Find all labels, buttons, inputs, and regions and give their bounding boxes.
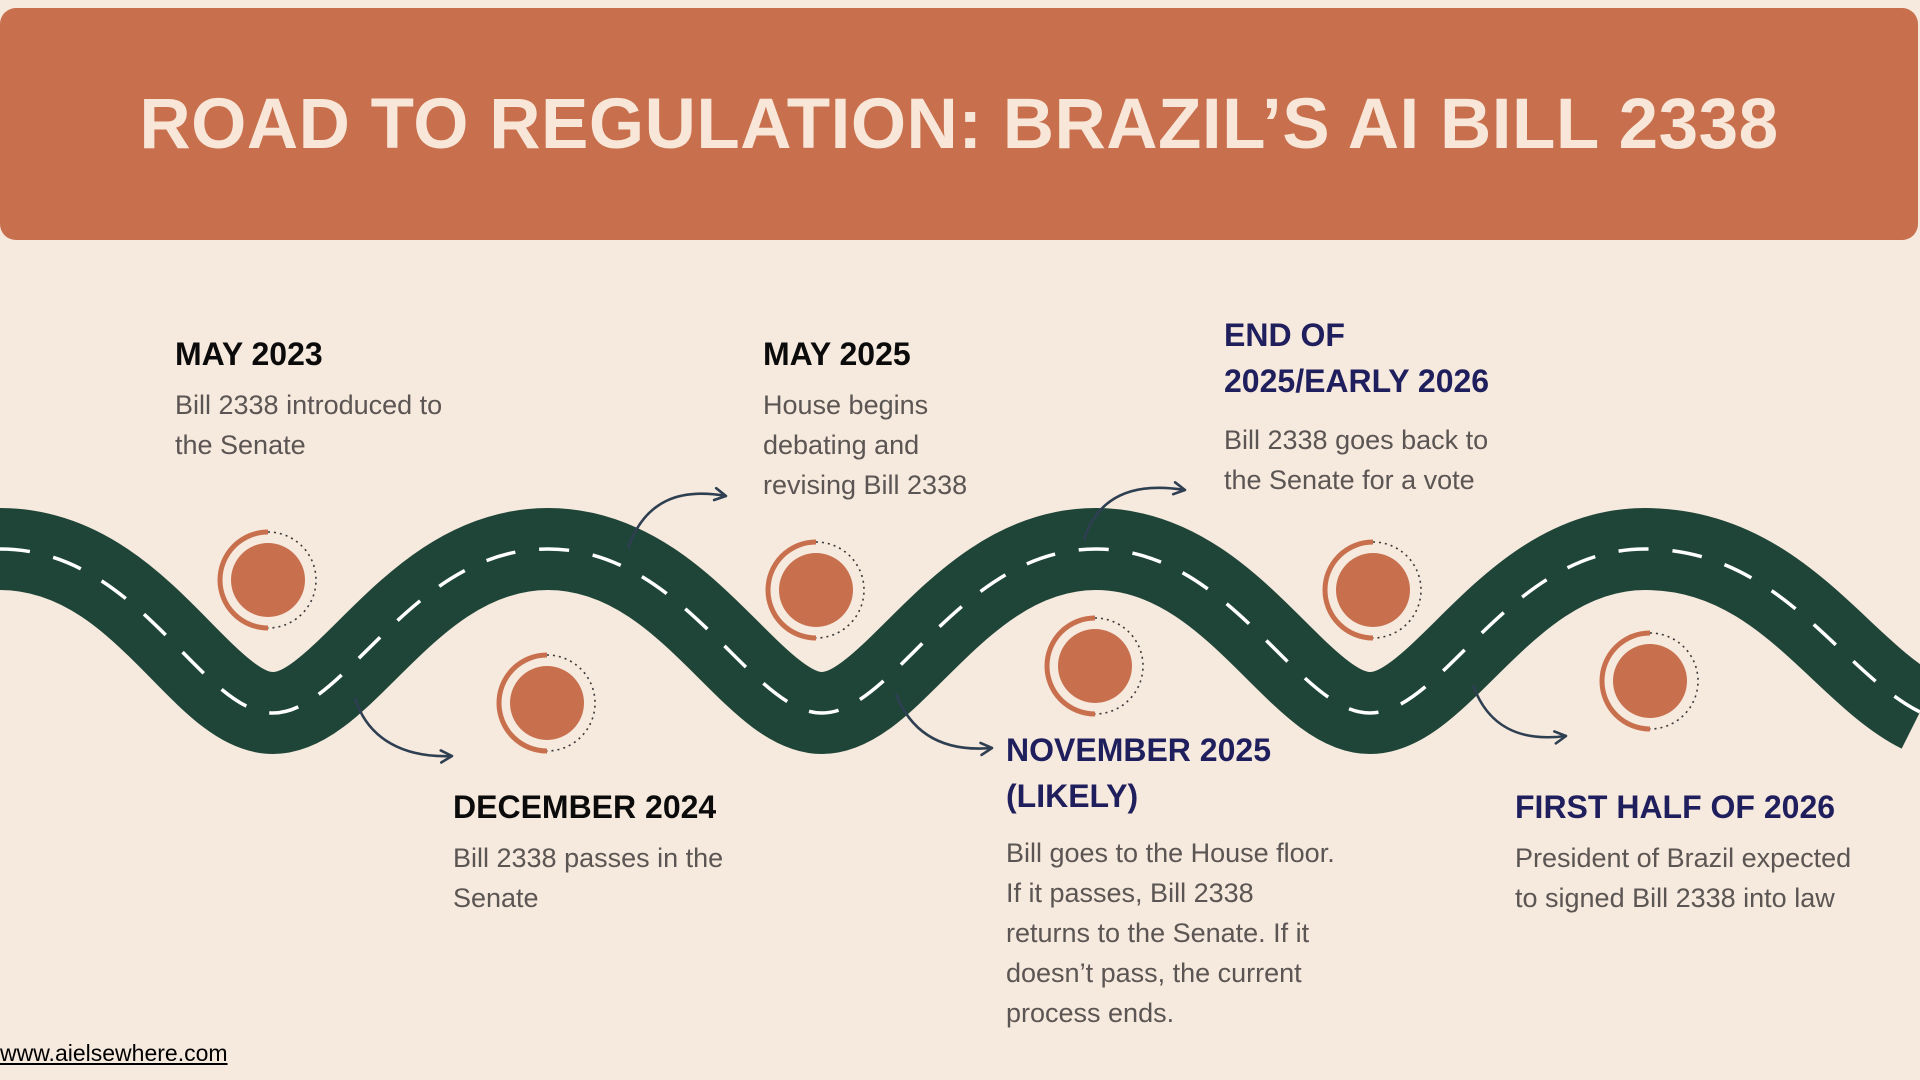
event-first-half-2026: FIRST HALF OF 2026 President of Brazil e… <box>1515 784 1875 918</box>
event-end-2025-early-2026: END OF 2025/EARLY 2026 Bill 2338 goes ba… <box>1224 312 1544 500</box>
connector-arrow-5 <box>1471 684 1568 745</box>
connector-arrow-4 <box>1082 481 1187 541</box>
event-description: House begins debating and revising Bill … <box>763 390 968 500</box>
event-date: END OF 2025/EARLY 2026 <box>1224 317 1490 399</box>
event-date: NOVEMBER 2025 (LIKELY) <box>1006 732 1271 814</box>
event-date: MAY 2025 <box>763 336 911 372</box>
page-title: ROAD TO REGULATION: BRAZIL’S AI BILL 233… <box>139 84 1779 164</box>
title-banner: ROAD TO REGULATION: BRAZIL’S AI BILL 233… <box>0 8 1918 240</box>
connector-arrow-3 <box>894 693 994 757</box>
connector-arrow-2 <box>626 486 728 549</box>
event-december-2024: DECEMBER 2024 Bill 2338 passes in the Se… <box>453 784 743 918</box>
road-center-dashes <box>0 547 1920 715</box>
event-description: Bill goes to the House floor. If it pass… <box>1006 838 1335 1028</box>
marker-3 <box>765 539 865 641</box>
footer-website-link[interactable]: www.aielsewhere.com <box>0 1040 228 1066</box>
marker-5 <box>1322 539 1422 641</box>
event-date: MAY 2023 <box>175 336 323 372</box>
event-may-2025: MAY 2025 House begins debating and revis… <box>763 331 993 505</box>
marker-6 <box>1599 630 1699 732</box>
marker-1 <box>217 529 317 631</box>
connector-arrow-1 <box>353 697 454 764</box>
event-description: President of Brazil expected to signed B… <box>1515 843 1852 913</box>
event-date: DECEMBER 2024 <box>453 789 717 825</box>
marker-4 <box>1044 615 1144 717</box>
event-may-2023: MAY 2023 Bill 2338 introduced to the Sen… <box>175 331 475 465</box>
event-description: Bill 2338 introduced to the Senate <box>175 390 443 460</box>
event-description: Bill 2338 passes in the Senate <box>453 843 724 913</box>
event-date: FIRST HALF OF 2026 <box>1515 789 1836 825</box>
marker-2 <box>496 652 596 754</box>
event-description: Bill 2338 goes back to the Senate for a … <box>1224 425 1489 495</box>
event-november-2025: NOVEMBER 2025 (LIKELY) Bill goes to the … <box>1006 727 1336 1033</box>
